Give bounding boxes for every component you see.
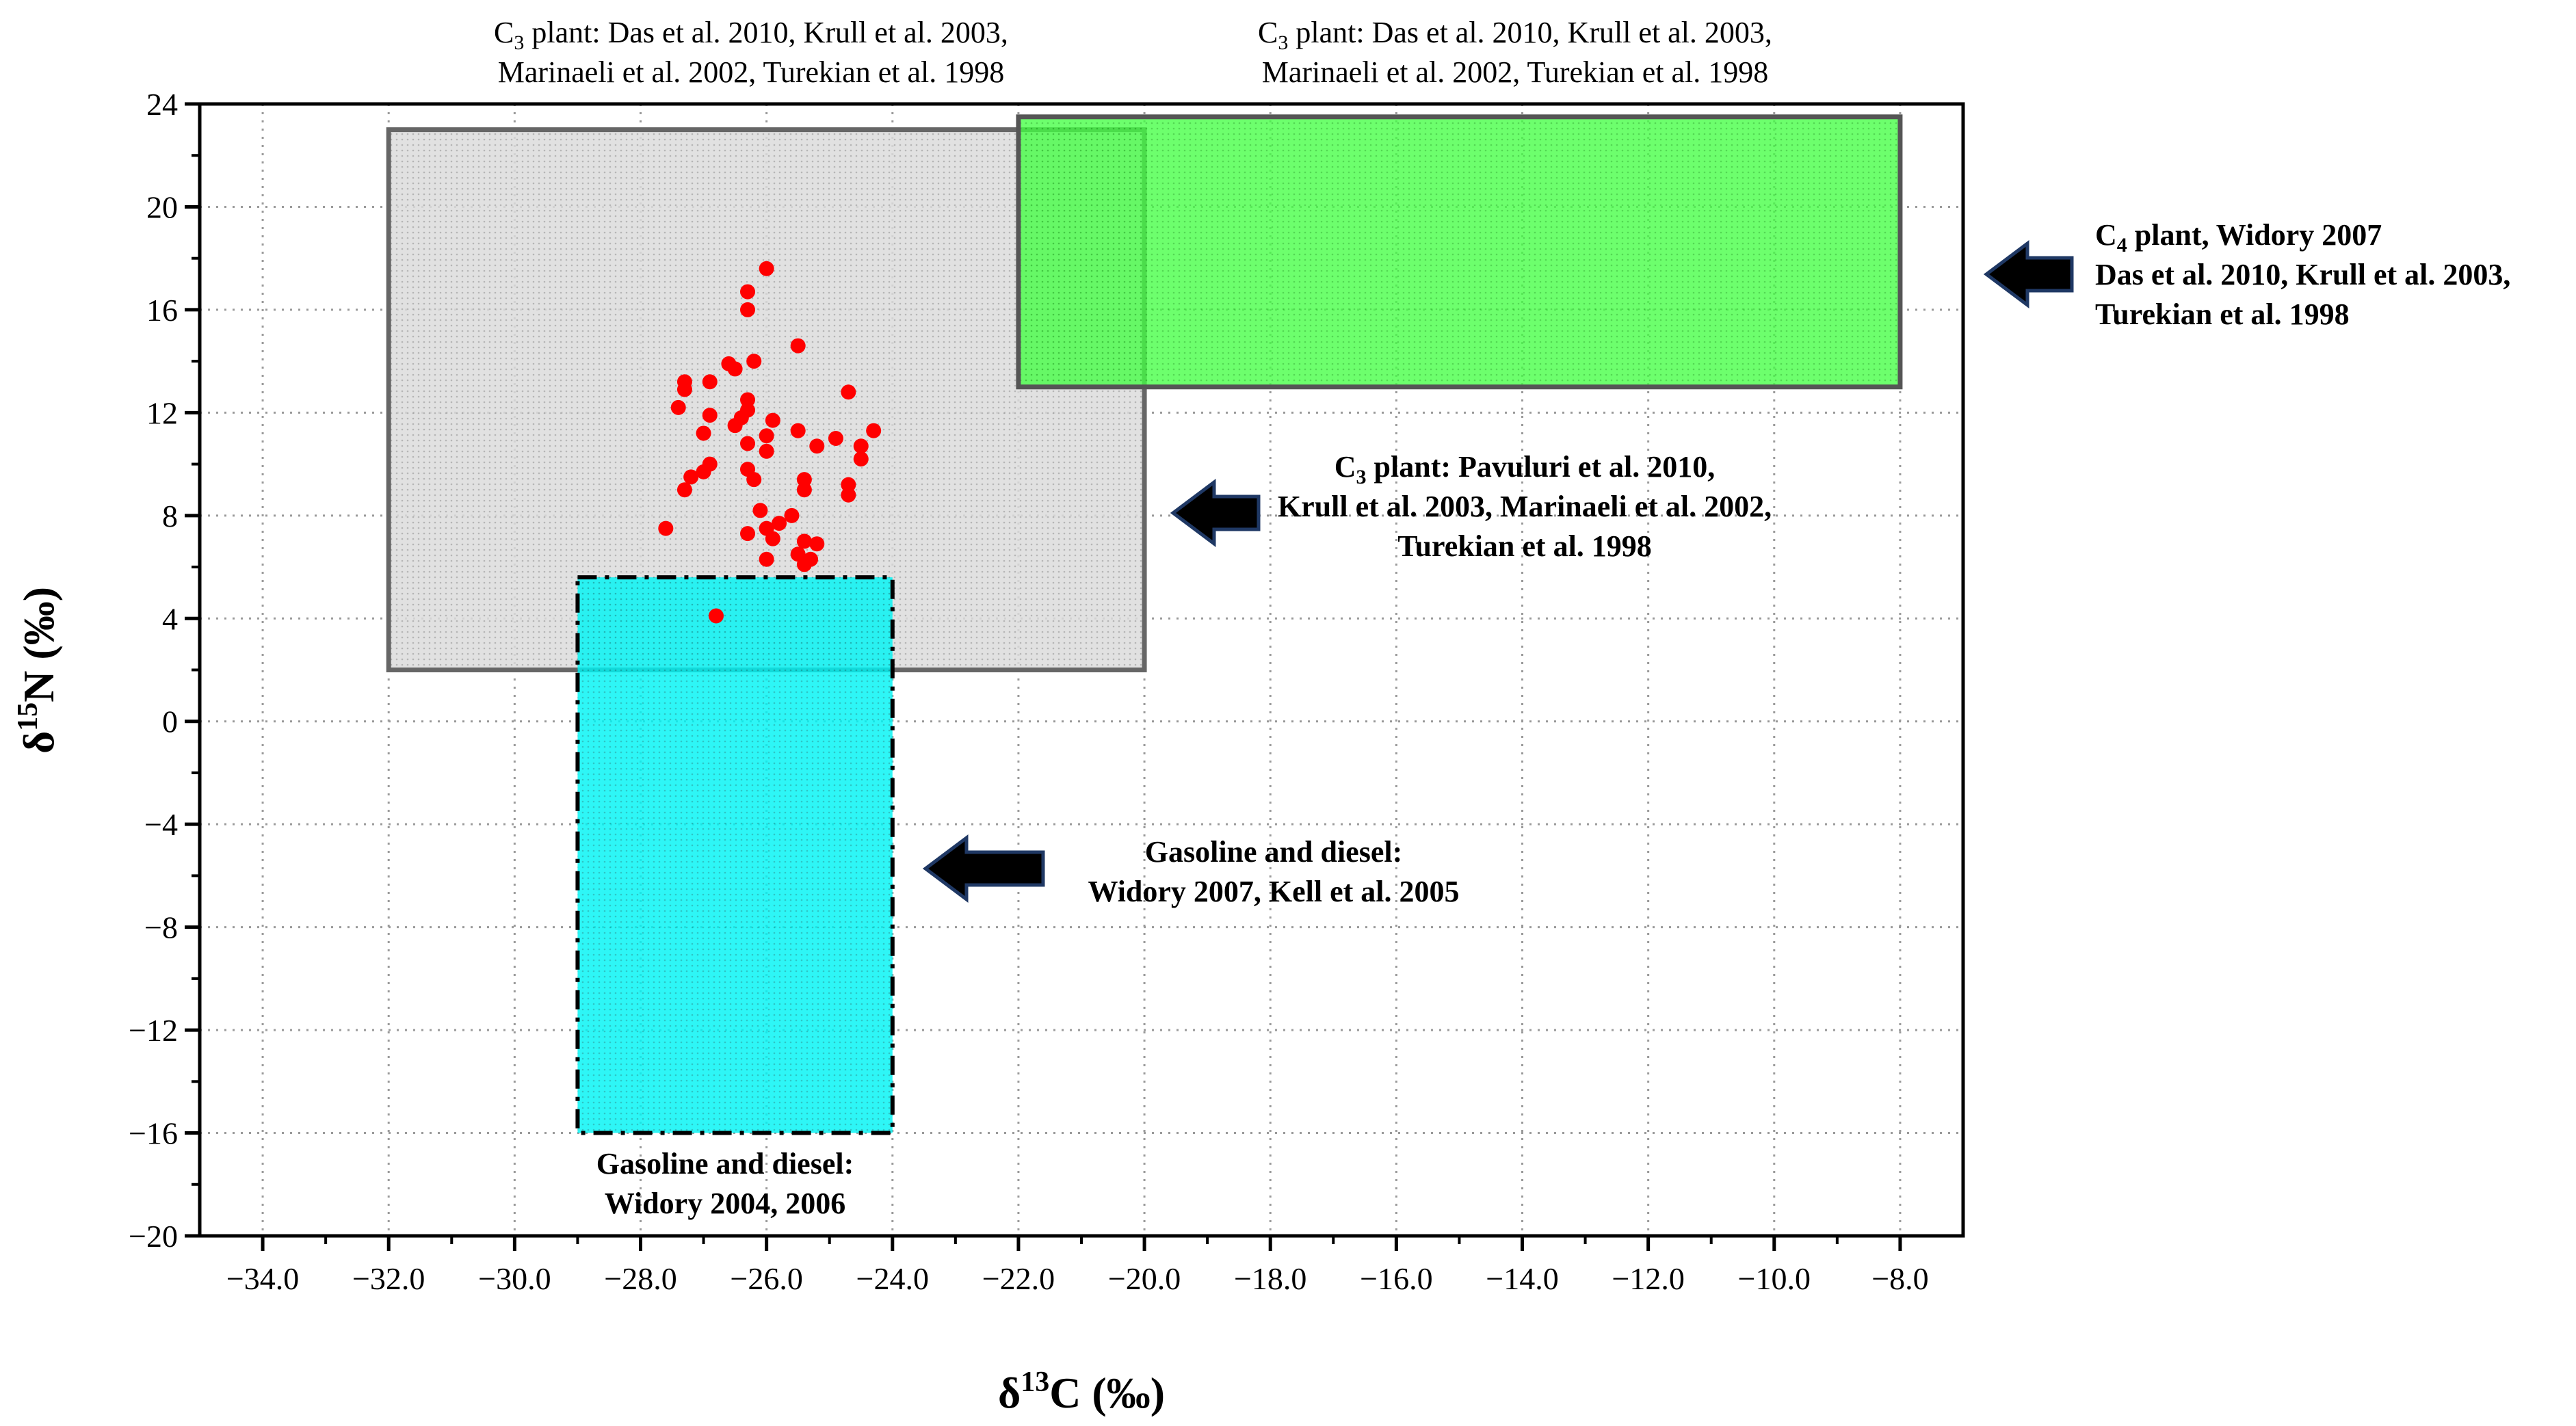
x-tick-label-12: −10.0 bbox=[1738, 1261, 1811, 1296]
data-point-29 bbox=[696, 464, 711, 479]
data-point-51 bbox=[708, 608, 724, 624]
arrow-to-c4-region bbox=[1983, 240, 2074, 308]
data-point-44 bbox=[658, 520, 674, 536]
y-tick-label-8: 12 bbox=[146, 395, 178, 430]
data-point-43 bbox=[765, 531, 780, 546]
data-point-15 bbox=[727, 418, 743, 434]
data-point-10 bbox=[702, 374, 718, 390]
y-tick-label-0: −20 bbox=[129, 1219, 178, 1254]
annotation-c3-plant-middle: C3 plant: Pavuluri et al. 2010, Krull et … bbox=[1278, 450, 1772, 563]
data-point-19 bbox=[759, 428, 774, 444]
x-tick-label-3: −28.0 bbox=[604, 1261, 676, 1296]
y-tick-label-7: 8 bbox=[162, 499, 178, 533]
annotation-c3-top-left: C3 plant: Das et al. 2010, Krull et al. … bbox=[494, 16, 1008, 89]
data-point-2 bbox=[740, 302, 756, 317]
data-point-23 bbox=[809, 438, 825, 454]
data-point-37 bbox=[841, 487, 856, 503]
data-point-9 bbox=[670, 399, 686, 415]
y-tick-label-4: −4 bbox=[144, 807, 178, 842]
annotation-gasoline-right: Gasoline and diesel: Widory 2007, Kell et… bbox=[1088, 835, 1459, 908]
data-point-45 bbox=[796, 533, 812, 549]
y-tick-label-6: 4 bbox=[162, 601, 178, 636]
data-point-12 bbox=[740, 392, 756, 408]
x-tick-label-7: −20.0 bbox=[1108, 1261, 1181, 1296]
x-tick-label-8: −18.0 bbox=[1234, 1261, 1306, 1296]
x-tick-label-5: −24.0 bbox=[856, 1261, 929, 1296]
x-tick-label-2: −30.0 bbox=[478, 1261, 551, 1296]
x-tick-label-0: −34.0 bbox=[226, 1261, 299, 1296]
data-point-21 bbox=[740, 436, 756, 451]
data-point-42 bbox=[740, 526, 756, 542]
data-point-30 bbox=[683, 469, 699, 485]
y-tick-label-11: 24 bbox=[146, 87, 178, 122]
data-point-31 bbox=[676, 482, 692, 498]
data-point-4 bbox=[746, 354, 762, 369]
x-axis-title: δ13C (‰) bbox=[998, 1366, 1165, 1417]
data-point-27 bbox=[853, 451, 869, 467]
arrow-to-c3-region bbox=[1170, 479, 1261, 547]
c4-plant-region bbox=[1016, 114, 1903, 390]
x-tick-label-9: −16.0 bbox=[1360, 1261, 1432, 1296]
y-tick-labels: −20 −16 −12 −8 −4 0 4 8 12 16 20 24 bbox=[129, 87, 178, 1254]
y-tick-label-2: −12 bbox=[129, 1013, 178, 1048]
data-point-39 bbox=[784, 507, 800, 523]
y-tick-label-5: 0 bbox=[162, 704, 178, 739]
x-tick-label-6: −22.0 bbox=[982, 1261, 1055, 1296]
data-point-35 bbox=[796, 482, 812, 498]
data-point-17 bbox=[696, 425, 711, 441]
y-tick-label-9: 16 bbox=[146, 293, 178, 328]
data-point-11 bbox=[841, 384, 856, 400]
data-point-3 bbox=[790, 338, 806, 354]
gasoline-diesel-region bbox=[575, 575, 895, 1135]
data-point-0 bbox=[759, 261, 774, 276]
data-point-1 bbox=[740, 284, 756, 300]
x-tick-label-11: −12.0 bbox=[1612, 1261, 1684, 1296]
annotation-c4-plant: C4 plant, Widory 2007 Das et al. 2010, Kr… bbox=[2095, 218, 2510, 331]
data-point-34 bbox=[796, 472, 812, 488]
x-tick-label-4: −26.0 bbox=[730, 1261, 802, 1296]
data-point-22 bbox=[759, 443, 774, 459]
data-point-25 bbox=[866, 423, 882, 438]
y-axis-title: δ15N (‰) bbox=[12, 587, 63, 754]
annotation-gasoline-bottom: Gasoline and diesel: Widory 2004, 2006 bbox=[596, 1147, 854, 1220]
axis-ticks bbox=[185, 102, 1902, 1251]
data-point-8 bbox=[676, 382, 692, 397]
data-point-16 bbox=[702, 408, 718, 423]
x-tick-label-10: −14.0 bbox=[1486, 1261, 1558, 1296]
data-point-33 bbox=[746, 472, 762, 488]
data-point-46 bbox=[809, 536, 825, 552]
regions bbox=[386, 114, 1903, 1135]
data-point-40 bbox=[772, 516, 787, 531]
arrow-to-gasoline-region bbox=[922, 834, 1045, 903]
data-point-6 bbox=[727, 361, 743, 377]
x-tick-label-13: −8.0 bbox=[1871, 1261, 1928, 1296]
data-point-49 bbox=[759, 551, 774, 567]
data-point-26 bbox=[853, 438, 869, 454]
data-point-36 bbox=[841, 477, 856, 492]
y-tick-label-10: 20 bbox=[146, 189, 178, 224]
annotation-c3-top-right: C3 plant: Das et al. 2010, Krull et al. … bbox=[1258, 16, 1772, 89]
data-point-38 bbox=[752, 503, 768, 518]
data-points bbox=[658, 261, 882, 624]
data-point-20 bbox=[790, 423, 806, 438]
x-tick-label-1: −32.0 bbox=[352, 1261, 425, 1296]
data-point-18 bbox=[765, 412, 780, 428]
x-tick-labels: −34.0 −32.0 −30.0 −28.0 −26.0 −24.0 −22.0 −20.0… bbox=[226, 1261, 1929, 1296]
y-tick-label-3: −8 bbox=[144, 910, 178, 945]
y-tick-label-1: −16 bbox=[129, 1116, 178, 1151]
data-point-50 bbox=[796, 557, 812, 572]
data-point-24 bbox=[828, 430, 843, 446]
